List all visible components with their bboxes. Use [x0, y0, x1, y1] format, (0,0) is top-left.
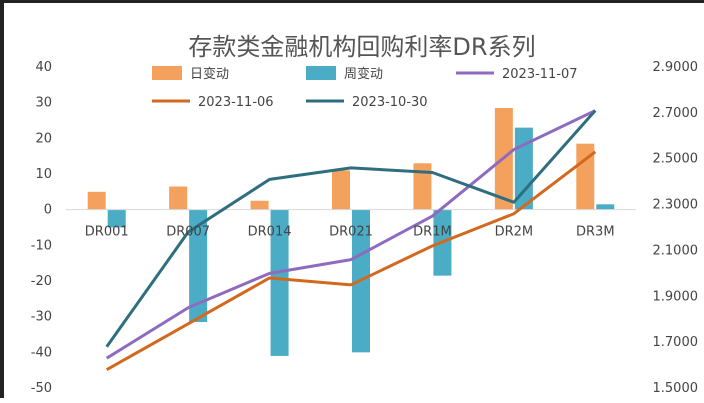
category-label-2: DR014 [248, 225, 292, 240]
legend-swatch-0 [152, 66, 182, 80]
legend-label-3: 2023-11-06 [198, 95, 274, 110]
category-label-3: DR021 [329, 225, 373, 240]
legend-label-4: 2023-10-30 [352, 95, 428, 110]
left-tick-label-3: 10 [35, 167, 52, 182]
category-label-4: DR1M [413, 225, 452, 240]
chart-svg: 存款类金融机构回购利率DR系列 40 30 20 10 0 -10 -20 -30 -40 -50… [31, 33, 699, 396]
legend-label-2: 2023-11-07 [502, 67, 578, 82]
left-tick-label-0: 40 [35, 60, 52, 75]
chart-title: 存款类金融机构回购利率DR系列 [188, 33, 535, 61]
legend: 日变动 周变动 2023-11-07 2023-11-06 2023-10-30 [152, 66, 578, 110]
bar-daily-3 [332, 170, 350, 210]
bar-weekly-6 [596, 204, 615, 210]
right-tick-label-0: 2.9000 [653, 60, 699, 75]
right-tick-label-4: 2.1000 [653, 243, 699, 258]
left-axis-ticks: 40 30 20 10 0 -10 -20 -30 -40 -50 [31, 60, 52, 396]
line-series-2023-11-07 [105, 109, 596, 360]
category-label-6: DR3M [576, 225, 615, 240]
left-tick-label-4: 0 [44, 203, 52, 218]
legend-label-1: 周变动 [344, 66, 383, 82]
left-tick-label-6: -20 [31, 274, 52, 289]
bar-daily-2 [250, 200, 269, 210]
bar-weekly-1 [189, 209, 208, 323]
line-series-2023-11-06 [105, 150, 597, 371]
left-tick-label-9: -50 [31, 381, 52, 396]
right-tick-label-6: 1.7000 [653, 335, 699, 350]
bars-layer [87, 108, 615, 356]
right-tick-label-1: 2.7000 [653, 106, 699, 121]
category-label-1: DR007 [166, 225, 210, 240]
right-tick-label-5: 1.9000 [653, 289, 699, 304]
category-label-5: DR2M [495, 225, 534, 240]
right-tick-label-2: 2.5000 [653, 152, 699, 167]
bar-daily-0 [87, 191, 106, 210]
left-tick-label-2: 20 [35, 131, 52, 146]
right-tick-label-7: 1.5000 [653, 381, 699, 396]
left-tick-label-8: -40 [31, 345, 52, 360]
bar-weekly-2 [270, 209, 289, 356]
legend-label-0: 日变动 [190, 66, 229, 82]
legend-swatch-1 [306, 66, 336, 80]
left-tick-label-1: 30 [35, 96, 52, 111]
category-labels: DR001 DR007 DR014 DR021 DR1M DR2M DR3M [85, 225, 615, 240]
line-series-2023-10-30 [105, 109, 597, 348]
category-label-0: DR001 [85, 225, 129, 240]
left-tick-label-5: -10 [31, 238, 52, 253]
left-tick-label-7: -30 [31, 310, 52, 325]
bar-weekly-0 [107, 209, 126, 228]
bar-daily-4 [413, 163, 432, 210]
right-axis-ticks: 2.9000 2.7000 2.5000 2.3000 2.1000 1.9000 1.70… [653, 60, 699, 396]
bar-daily-1 [169, 186, 188, 210]
bar-daily-6 [576, 143, 595, 210]
lines-layer [105, 109, 597, 371]
right-tick-label-3: 2.3000 [653, 198, 699, 213]
